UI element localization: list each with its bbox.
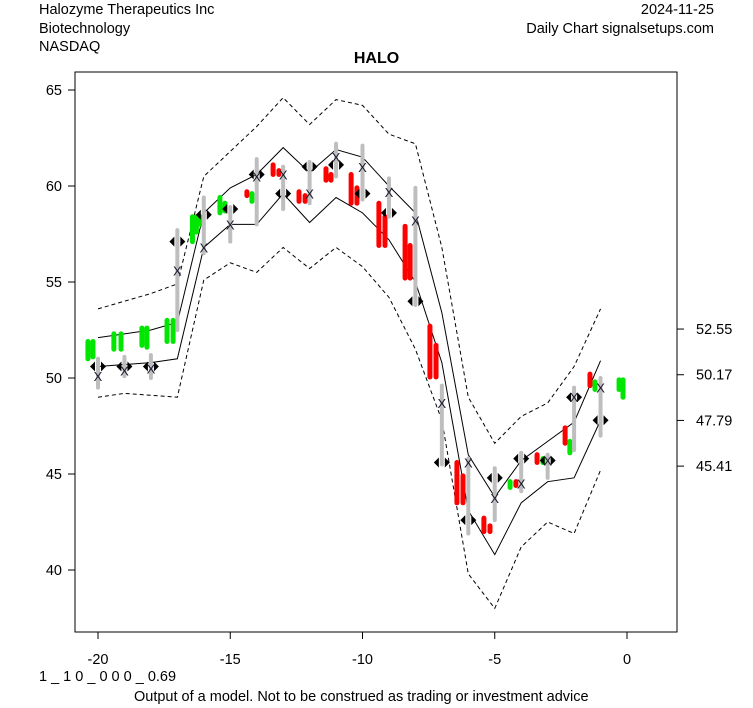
diamond-left-marker <box>592 415 598 426</box>
diamond-left-marker <box>142 361 148 372</box>
diamond-right-marker <box>339 159 345 170</box>
x-marker: X <box>199 240 208 255</box>
plot-frame <box>74 71 678 633</box>
diamond-right-marker <box>603 415 609 426</box>
diamond-left-marker <box>248 169 254 180</box>
y-tick-label: 60 <box>46 179 62 195</box>
x-marker: X <box>147 361 156 376</box>
x-marker: X <box>332 150 341 165</box>
diamond-right-marker <box>497 472 503 483</box>
disclaimer: Output of a model. Not to be construed a… <box>134 689 589 705</box>
x-tick-label: -15 <box>220 652 241 668</box>
chart-date: 2024-11-25 <box>640 2 714 18</box>
diamond-right-marker <box>233 204 239 215</box>
x-marker: X <box>570 390 579 405</box>
diamond-left-marker <box>433 457 439 468</box>
diamond-right-marker <box>550 455 556 466</box>
diamond-right-marker <box>259 169 265 180</box>
diamond-right-marker <box>127 361 133 372</box>
diamond-right-marker <box>391 207 397 218</box>
diamond-right-marker <box>365 188 371 199</box>
diamond-left-marker <box>195 209 201 220</box>
y-tick-label: 50 <box>46 371 62 387</box>
x-marker: X <box>305 187 314 202</box>
x-marker: X <box>490 491 499 506</box>
x-marker: X <box>173 263 182 278</box>
diamond-left-marker <box>328 159 334 170</box>
x-tick-label: -20 <box>88 652 109 668</box>
x-marker: X <box>226 217 235 232</box>
y-tick-label: 45 <box>46 467 62 483</box>
lower-dashed-band <box>97 246 602 610</box>
x-marker: X <box>120 363 129 378</box>
diamond-left-marker <box>116 361 122 372</box>
diamond-left-marker <box>354 188 360 199</box>
diamond-left-marker <box>486 472 492 483</box>
y-tick-label: 55 <box>46 275 62 291</box>
upper-solid-band <box>97 146 602 498</box>
x-marker: X <box>252 169 261 184</box>
x-marker: X <box>94 369 103 384</box>
x-marker: X <box>385 185 394 200</box>
model-code: 1 _ 1 0 _ 0 0 0 _ 0.69 <box>39 669 177 685</box>
diamond-left-marker <box>90 361 95 372</box>
x-tick-label: -10 <box>352 652 373 668</box>
diamond-right-marker <box>153 361 159 372</box>
diamond-right-marker <box>286 188 292 199</box>
diamond-left-marker <box>513 453 519 464</box>
y-tick-label: 40 <box>46 563 62 579</box>
right-tick-label: 47.79 <box>696 413 732 429</box>
diamond-left-marker <box>275 188 281 199</box>
diamond-right-marker <box>471 515 477 526</box>
diamond-left-marker <box>539 455 545 466</box>
x-marker: X <box>279 167 288 182</box>
upper-dashed-band <box>97 96 602 445</box>
exchange: NASDAQ <box>39 39 101 55</box>
diamond-right-marker <box>524 453 530 464</box>
x-tick-label: 0 <box>623 652 631 668</box>
sector: Biotechnology <box>39 21 131 37</box>
diamond-right-marker <box>444 457 450 468</box>
diamond-right-marker <box>101 361 106 372</box>
right-tick-label: 52.55 <box>696 322 732 338</box>
chart-source: Daily Chart signalsetups.com <box>526 21 714 37</box>
x-marker: X <box>358 160 367 175</box>
diamond-left-marker <box>460 515 466 526</box>
x-marker: X <box>411 214 420 229</box>
diamond-left-marker <box>169 236 175 247</box>
x-marker: X <box>517 477 526 492</box>
right-tick-label: 45.41 <box>696 459 732 475</box>
diamond-left-marker <box>380 207 386 218</box>
x-marker: X <box>464 455 473 470</box>
diamond-right-marker <box>206 209 212 220</box>
diamond-left-marker <box>566 392 572 403</box>
diamond-left-marker <box>301 161 307 172</box>
y-tick-label: 65 <box>46 83 62 99</box>
x-tick-label: -5 <box>488 652 501 668</box>
lower-solid-band <box>97 192 602 556</box>
diamond-right-marker <box>577 392 583 403</box>
x-marker: X <box>438 396 447 411</box>
company-name: Halozyme Therapeutics Inc <box>39 2 215 18</box>
x-marker: X <box>596 381 605 396</box>
x-marker: X <box>543 454 552 469</box>
diamond-right-marker <box>312 161 318 172</box>
right-tick-label: 50.17 <box>696 368 732 384</box>
diamond-left-marker <box>222 204 228 215</box>
diamond-right-marker <box>180 236 186 247</box>
diamond-left-marker <box>407 296 413 307</box>
chart-title: HALO <box>353 50 400 67</box>
diamond-right-marker <box>418 296 424 307</box>
